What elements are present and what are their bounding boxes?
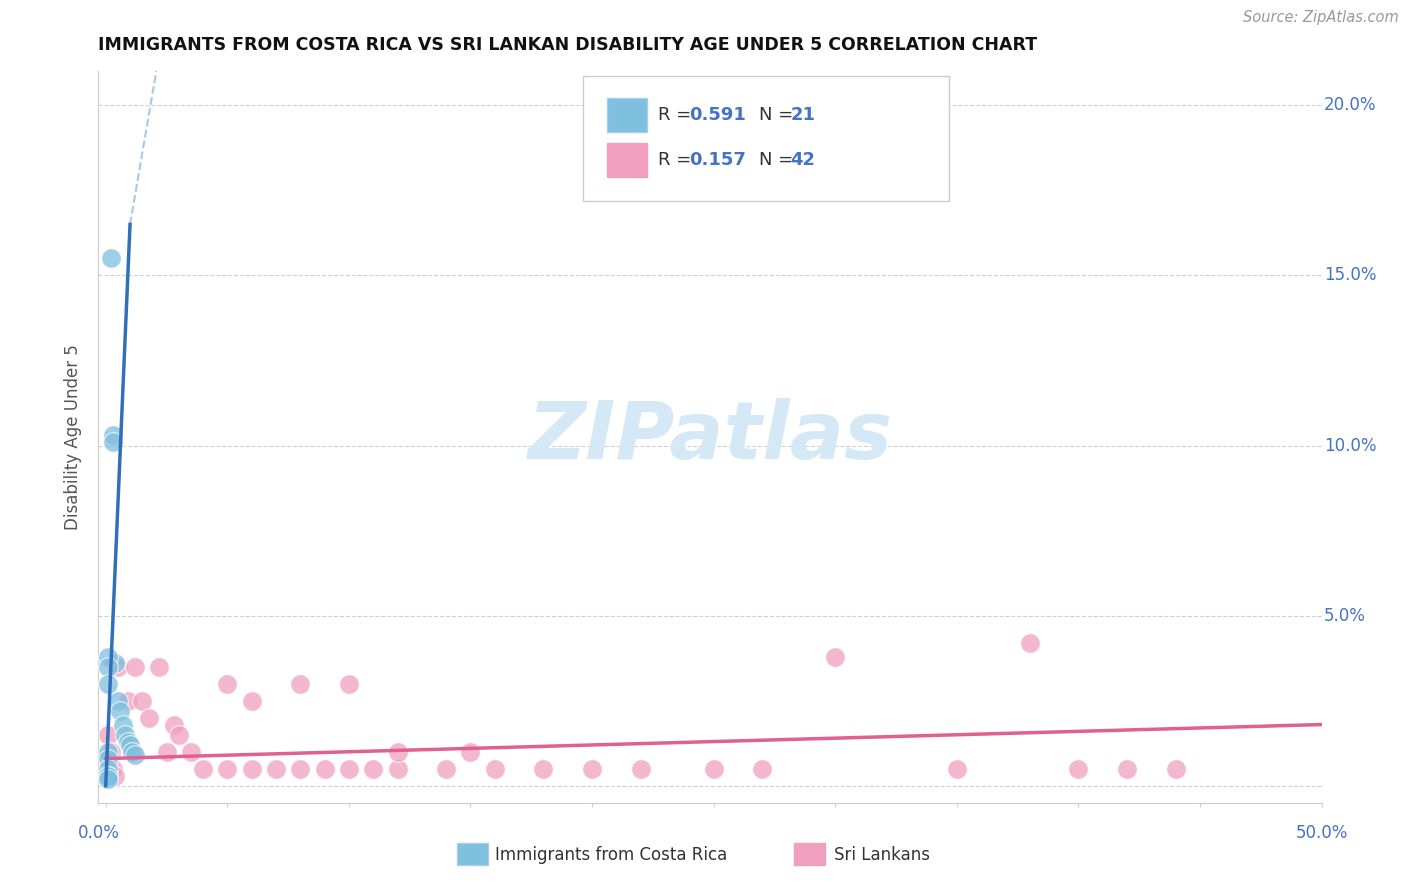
Point <box>240 694 263 708</box>
Text: 10.0%: 10.0% <box>1324 436 1376 455</box>
Point <box>97 768 120 782</box>
Text: R =: R = <box>658 106 697 124</box>
Point <box>163 717 186 731</box>
Text: Source: ZipAtlas.com: Source: ZipAtlas.com <box>1243 11 1399 25</box>
Point <box>97 751 120 765</box>
Point <box>131 694 153 708</box>
Point <box>100 745 122 759</box>
Text: 0.0%: 0.0% <box>77 824 120 842</box>
Point <box>97 762 120 776</box>
Point <box>117 734 139 748</box>
Point <box>167 728 190 742</box>
Point <box>264 762 287 776</box>
Text: 42: 42 <box>790 151 815 169</box>
Text: 0.157: 0.157 <box>689 151 745 169</box>
Point <box>138 711 160 725</box>
Point <box>217 762 239 776</box>
Text: 5.0%: 5.0% <box>1324 607 1367 624</box>
Point <box>533 762 555 776</box>
Point <box>148 659 170 673</box>
Point <box>101 762 124 776</box>
Point <box>97 728 120 742</box>
Text: N =: N = <box>759 151 799 169</box>
Point <box>155 745 177 759</box>
Text: 15.0%: 15.0% <box>1324 267 1376 285</box>
Point <box>121 745 143 759</box>
Point <box>217 677 239 691</box>
Point <box>107 694 129 708</box>
Point <box>191 762 214 776</box>
Point <box>100 252 122 266</box>
Point <box>97 659 120 673</box>
Point <box>124 659 146 673</box>
Point <box>1067 762 1090 776</box>
Point <box>484 762 506 776</box>
Point <box>124 748 146 763</box>
Point <box>337 677 360 691</box>
Point <box>97 745 120 759</box>
Point <box>104 657 127 671</box>
Point <box>361 762 384 776</box>
Point <box>1116 762 1139 776</box>
Point <box>290 762 312 776</box>
Text: Sri Lankans: Sri Lankans <box>834 846 929 863</box>
Text: 0.591: 0.591 <box>689 106 745 124</box>
Text: 21: 21 <box>790 106 815 124</box>
Text: 50.0%: 50.0% <box>1295 824 1348 842</box>
Point <box>946 762 969 776</box>
Text: IMMIGRANTS FROM COSTA RICA VS SRI LANKAN DISABILITY AGE UNDER 5 CORRELATION CHAR: IMMIGRANTS FROM COSTA RICA VS SRI LANKAN… <box>98 36 1038 54</box>
Point <box>434 762 457 776</box>
Text: R =: R = <box>658 151 697 169</box>
Point <box>630 762 652 776</box>
Point <box>97 649 120 664</box>
Point <box>240 762 263 776</box>
Point <box>824 649 846 664</box>
Point <box>118 738 141 752</box>
Point <box>460 745 482 759</box>
Point <box>111 717 134 731</box>
Point <box>101 428 124 442</box>
Point <box>337 762 360 776</box>
Point <box>107 659 129 673</box>
Point <box>387 762 409 776</box>
Point <box>110 704 132 718</box>
Point <box>97 677 120 691</box>
Point <box>751 762 773 776</box>
Point <box>117 694 139 708</box>
Y-axis label: Disability Age Under 5: Disability Age Under 5 <box>65 344 83 530</box>
Point <box>101 435 124 450</box>
Point <box>104 768 127 782</box>
Point <box>97 768 120 782</box>
Text: 20.0%: 20.0% <box>1324 96 1376 114</box>
Point <box>180 745 202 759</box>
Point <box>703 762 725 776</box>
Text: N =: N = <box>759 106 799 124</box>
Point <box>1164 762 1187 776</box>
Point <box>387 745 409 759</box>
Point <box>314 762 336 776</box>
Point <box>290 677 312 691</box>
Point <box>97 772 120 786</box>
Point <box>114 728 136 742</box>
Point <box>1018 636 1040 650</box>
Text: ZIPatlas: ZIPatlas <box>527 398 893 476</box>
Point <box>581 762 603 776</box>
Text: Immigrants from Costa Rica: Immigrants from Costa Rica <box>495 846 727 863</box>
